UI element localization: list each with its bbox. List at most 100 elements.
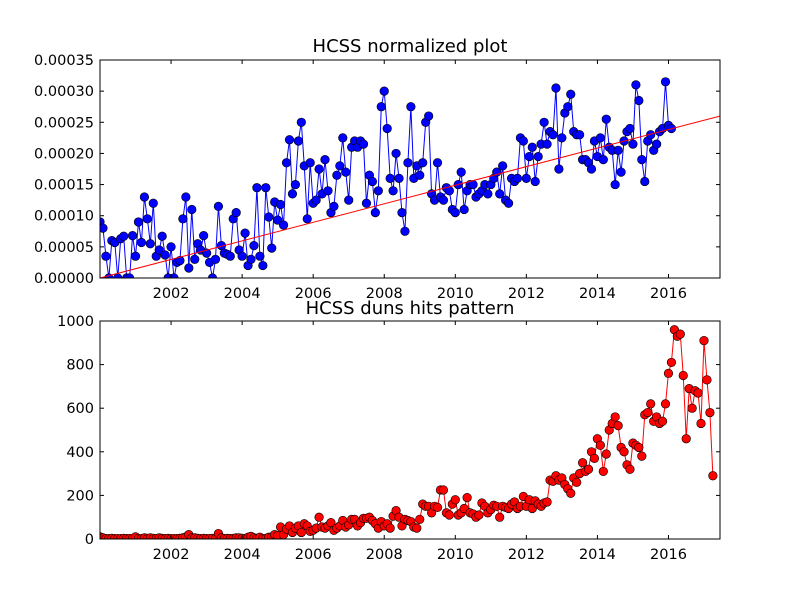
data-point [657, 416, 668, 426]
data-point [400, 226, 410, 236]
data-point [418, 158, 428, 168]
data-point [344, 195, 354, 205]
data-point [643, 407, 653, 418]
data-point [367, 176, 377, 187]
data-point [498, 161, 508, 171]
data-point [181, 192, 191, 202]
data-point [160, 250, 170, 260]
data-point [296, 527, 306, 538]
data-point [634, 442, 644, 453]
data-point [566, 89, 576, 99]
data-point [412, 523, 422, 533]
data-point [539, 117, 549, 127]
x-tick-label: 2010 [437, 286, 474, 302]
data-point [261, 183, 271, 193]
data-point [598, 155, 608, 165]
normalized-plot-panel: HCSS normalized plot 2002 2004 2006 2008 201… [34, 36, 721, 302]
data-point [397, 208, 407, 218]
data-point [136, 237, 147, 248]
data-point [287, 189, 298, 199]
data-point [210, 254, 221, 264]
data-point [175, 255, 185, 266]
x-tick-label: 2006 [295, 547, 332, 563]
data-point [495, 189, 505, 199]
data-point [708, 471, 718, 481]
data-point [438, 485, 449, 495]
data-point [483, 189, 493, 199]
data-point [391, 148, 401, 159]
data-point [518, 136, 528, 146]
duns-hits-series [100, 325, 718, 539]
data-point [533, 151, 543, 162]
data-point [693, 388, 703, 398]
data-point [376, 102, 386, 112]
data-point [542, 139, 552, 149]
data-point [148, 198, 158, 208]
data-point [267, 243, 277, 253]
duns-hits-ticks: 2002 2004 2006 2008 2010 2012 2014 2016 0 200 400 6… [57, 314, 720, 563]
data-point [572, 477, 582, 487]
data-point [527, 142, 537, 152]
data-point [320, 155, 330, 165]
data-point [284, 135, 295, 145]
data-point [100, 223, 108, 233]
data-point [338, 133, 348, 143]
data-point [296, 117, 306, 127]
y-tick-label: 600 [66, 401, 94, 417]
data-point [663, 368, 674, 378]
data-point [459, 204, 469, 215]
data-point [255, 251, 265, 261]
data-point [385, 173, 395, 183]
data-point [187, 204, 197, 215]
data-point [557, 133, 567, 143]
data-point [444, 510, 454, 520]
data-point [127, 231, 138, 241]
data-point [276, 199, 286, 210]
data-point [646, 130, 656, 140]
series-line-0-1 [100, 115, 720, 278]
x-tick-label: 2006 [295, 286, 332, 302]
x-tick-label: 2004 [224, 547, 261, 563]
data-point [521, 173, 531, 183]
data-point [394, 173, 404, 183]
data-point [450, 208, 460, 218]
data-point [281, 158, 292, 168]
data-point [432, 502, 443, 512]
data-point [610, 179, 620, 190]
data-point [385, 523, 395, 533]
data-point [329, 201, 339, 211]
data-point [361, 198, 372, 208]
data-point [660, 77, 671, 87]
data-point [157, 231, 167, 241]
data-point [575, 130, 585, 140]
data-point [101, 251, 111, 261]
x-tick-label: 2016 [650, 547, 687, 563]
data-point [566, 488, 576, 498]
y-tick-label: 1000 [57, 314, 94, 330]
data-point [705, 407, 715, 418]
data-point [530, 176, 540, 187]
data-point [625, 123, 635, 134]
y-tick-label: 0.00035 [34, 53, 94, 69]
y-tick-label: 0.00015 [34, 178, 94, 194]
data-point [178, 214, 188, 224]
normalized-plot-series [100, 77, 720, 278]
data-point [646, 399, 656, 409]
data-point [660, 399, 671, 409]
data-point [119, 231, 129, 241]
data-point [450, 495, 460, 505]
data-point [190, 254, 200, 264]
data-point [154, 245, 164, 255]
data-point [264, 212, 274, 222]
data-point [640, 176, 650, 187]
data-point [184, 263, 194, 273]
data-point [563, 102, 573, 112]
data-point [290, 179, 301, 190]
data-point [637, 451, 647, 461]
data-point [314, 164, 324, 174]
data-point [252, 183, 262, 193]
x-tick-label: 2002 [153, 286, 190, 302]
normalized-plot-title: HCSS normalized plot [313, 36, 508, 57]
x-tick-label: 2016 [650, 286, 687, 302]
data-point [687, 403, 697, 413]
